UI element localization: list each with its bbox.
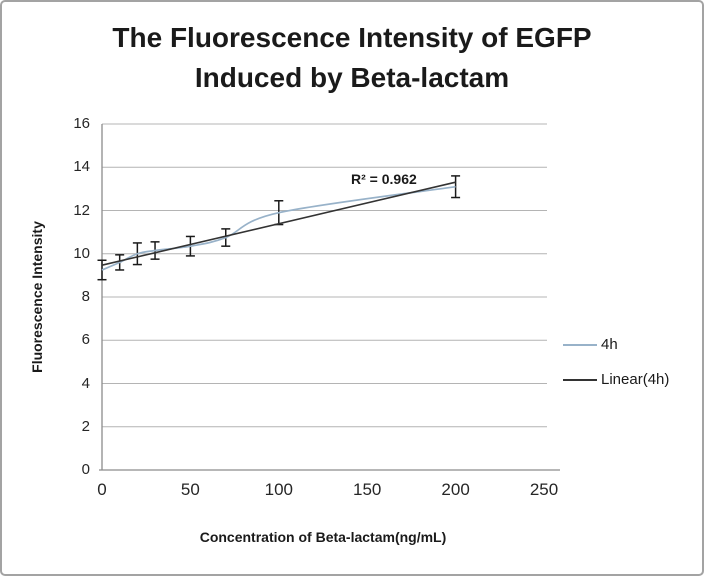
x-tick-label: 50 [180,480,200,499]
x-tick-label: 100 [264,480,293,499]
x-tick-label: 150 [353,480,382,499]
legend-label-4h: 4h [601,336,618,353]
chart-title: The Fluorescence Intensity of EGFP Induc… [2,18,702,98]
legend-line-sample-linear-4h [563,378,597,381]
legend-line-sample-4h [563,343,597,346]
legend-item-4h: 4h [563,327,669,362]
r-squared-annotation: R² = 0.962 [351,171,417,187]
legend-item-linear-4h: Linear(4h) [563,362,669,397]
x-tick-label: 0 [97,480,107,499]
chart-title-line1: The Fluorescence Intensity of EGFP [112,22,592,53]
y-tick-label: 10 [73,244,90,262]
y-tick-label: 8 [81,288,90,305]
x-axis-title: Concentration of Beta-lactam(ng/mL) [199,529,447,545]
y-tick-label: 4 [81,374,90,392]
x-tick-label: 250 [529,480,559,499]
legend-label-linear-4h: Linear(4h) [601,371,670,388]
y-tick-label: 6 [81,331,90,349]
y-tick-label: 2 [81,417,90,435]
y-tick-label: 16 [73,115,90,132]
y-axis-title: Fluorescence Intensity [29,221,45,373]
chart-title-line2: Induced by Beta-lactam [194,62,510,93]
y-tick-label: 0 [81,461,90,478]
y-tick-label: 14 [73,158,90,176]
x-tick-label: 200 [441,480,470,499]
y-tick-label: 12 [73,201,90,219]
legend: 4h Linear(4h) [563,327,669,397]
